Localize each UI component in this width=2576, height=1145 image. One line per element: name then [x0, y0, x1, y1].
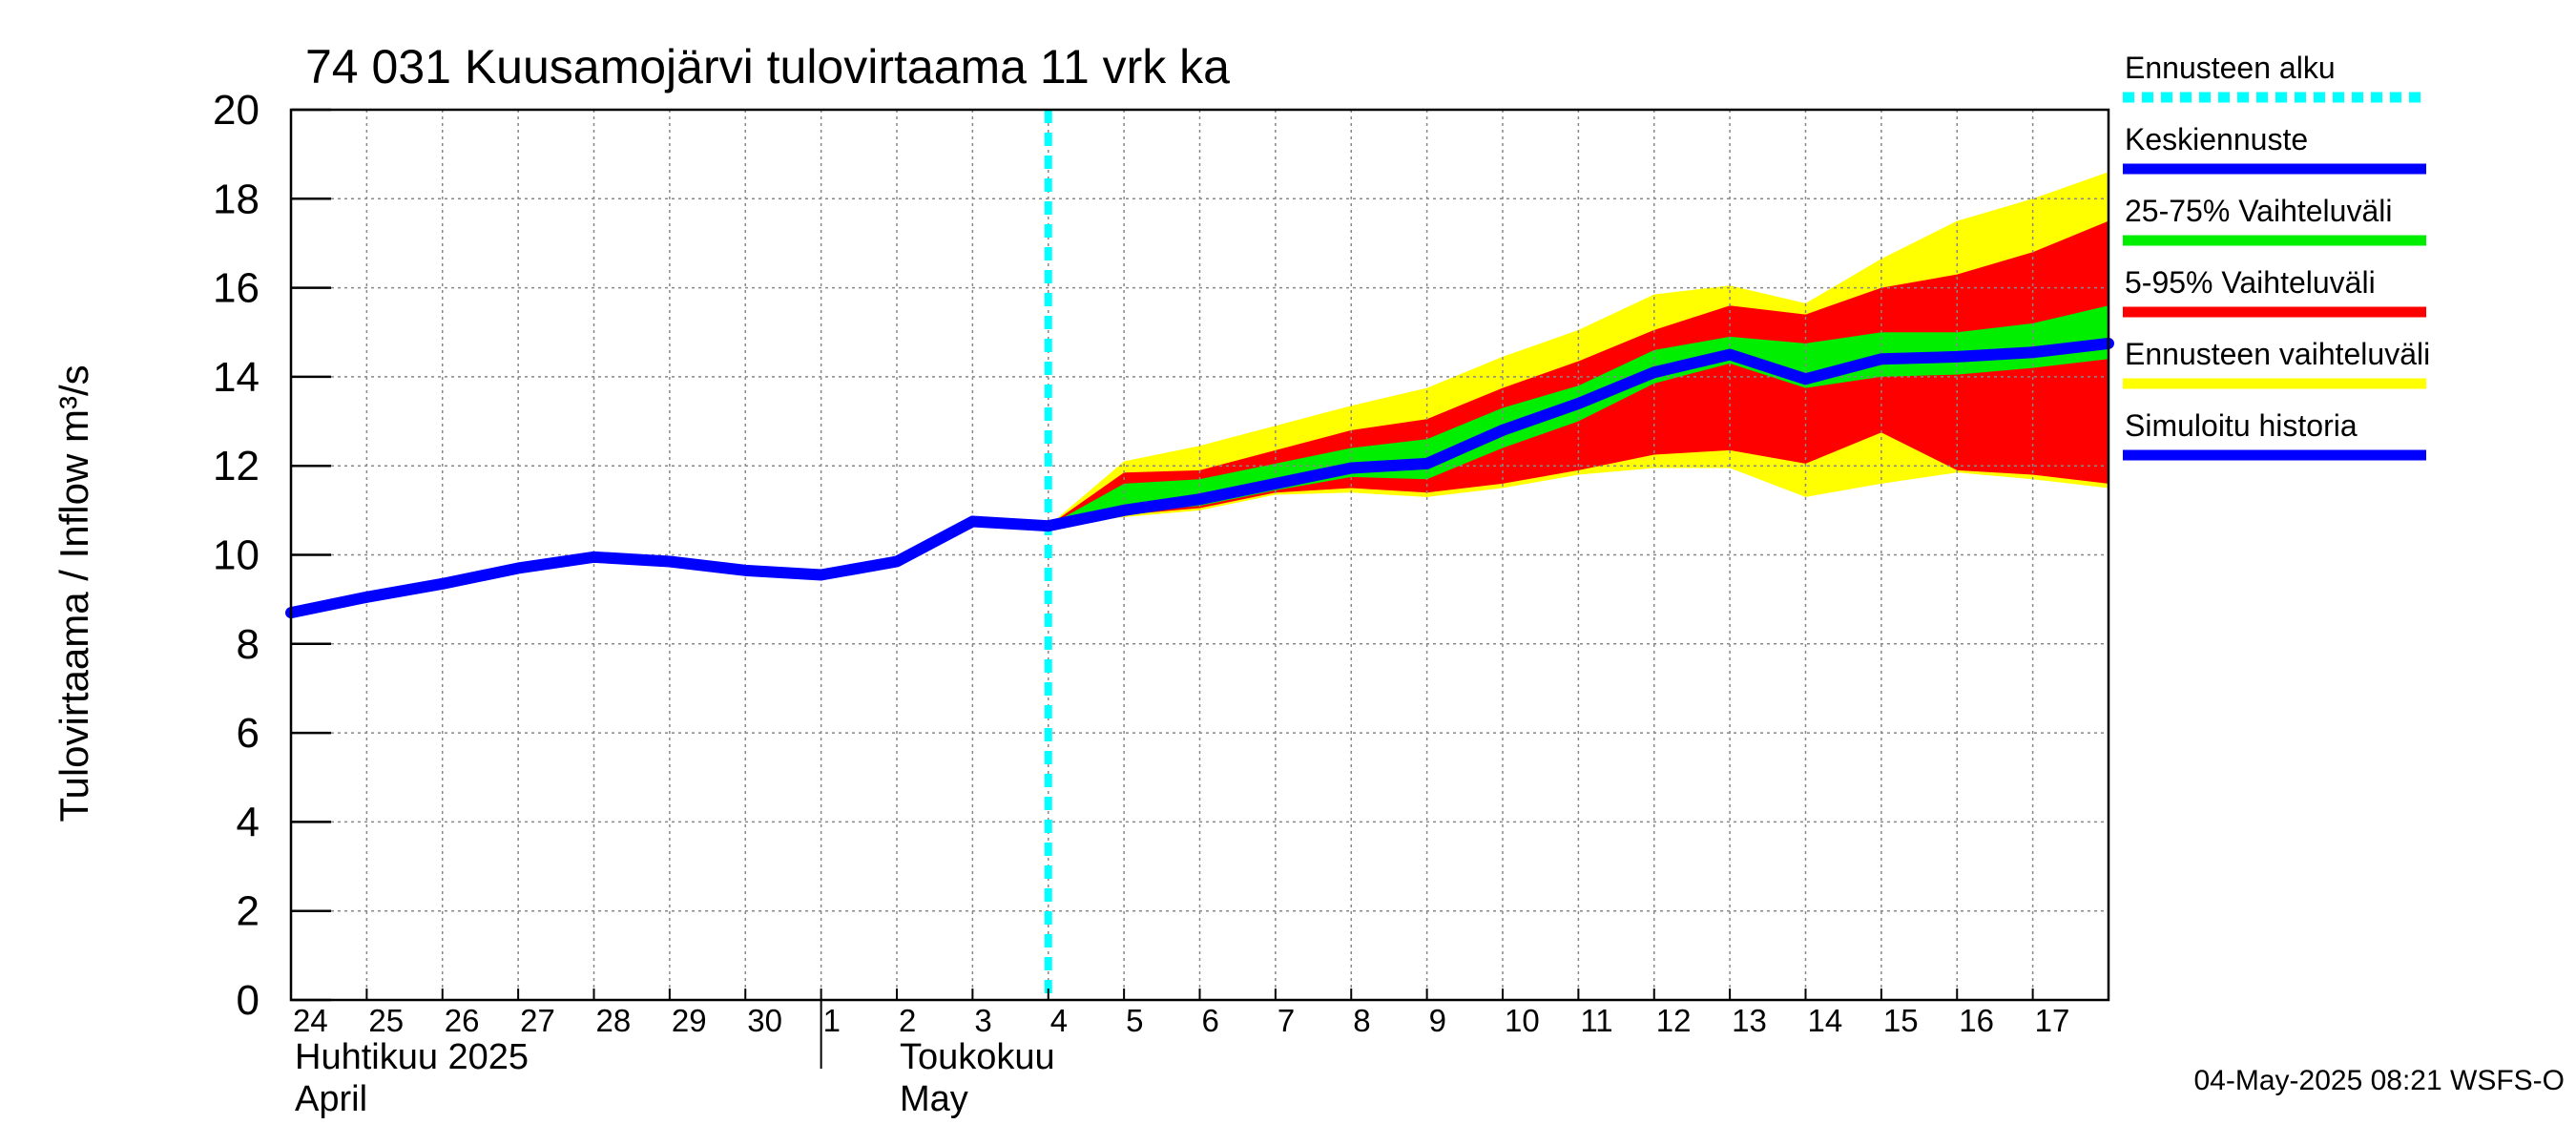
chart-title: 74 031 Kuusamojärvi tulovirtaama 11 vrk … — [305, 40, 1230, 94]
x-tick-label: 29 — [672, 1003, 707, 1038]
x-tick-label: 15 — [1883, 1003, 1919, 1038]
y-tick-label: 12 — [213, 443, 260, 489]
median-forecast-line — [1042, 337, 2114, 532]
legend-label: 25-75% Vaihteluväli — [2125, 194, 2392, 228]
legend: Ennusteen alku Keskiennuste 25-75% Vaihtel… — [2123, 51, 2430, 461]
x-tick-label: 9 — [1429, 1003, 1446, 1038]
x-tick-label: 3 — [974, 1003, 991, 1038]
x-tick-label: 14 — [1808, 1003, 1843, 1038]
x-tick-label: 5 — [1126, 1003, 1143, 1038]
y-tick-label: 16 — [213, 265, 260, 312]
y-tick-label: 0 — [237, 977, 260, 1024]
band-5-95 — [1048, 220, 2109, 527]
y-axis-label: Tulovirtaama / Inflow m³/s — [52, 364, 96, 822]
x-tick-label: 8 — [1353, 1003, 1370, 1038]
month-label-secondary: May — [900, 1079, 968, 1119]
x-tick-label: 1 — [823, 1003, 841, 1038]
month-label-primary: Toukokuu — [900, 1037, 1055, 1077]
x-tick-label: 6 — [1202, 1003, 1219, 1038]
x-tick-label: 28 — [596, 1003, 632, 1038]
y-tick-label: 8 — [237, 621, 260, 668]
x-tick-label: 4 — [1050, 1003, 1068, 1038]
x-tick-label: 13 — [1732, 1003, 1767, 1038]
y-tick-label: 18 — [213, 176, 260, 222]
y-axis-ticks: 0 2 4 6 8 10 12 14 16 18 20 — [213, 87, 331, 1024]
x-tick-label: 2 — [899, 1003, 916, 1038]
legend-label: 5-95% Vaihteluväli — [2125, 265, 2376, 300]
y-tick-label: 4 — [237, 799, 260, 845]
x-tick-label: 12 — [1656, 1003, 1692, 1038]
x-axis-ticks: 24 25 26 27 28 29 30 1 2 3 4 5 6 7 8 9 10 11 12 13 14 15 16 17 — [293, 989, 2069, 1038]
x-tick-label: 10 — [1505, 1003, 1540, 1038]
y-tick-label: 10 — [213, 532, 260, 579]
x-tick-label: 16 — [1959, 1003, 1994, 1038]
legend-label: Ennusteen alku — [2125, 51, 2336, 85]
series-lines — [285, 110, 2114, 1000]
x-tick-label: 7 — [1278, 1003, 1295, 1038]
footer-timestamp: 04-May-2025 08:21 WSFS-O — [2194, 1065, 2566, 1096]
y-tick-label: 2 — [237, 888, 260, 935]
x-tick-label: 17 — [2035, 1003, 2070, 1038]
x-tick-label: 11 — [1580, 1003, 1612, 1038]
grid-lines — [291, 110, 2109, 1000]
month-label-primary: Huhtikuu 2025 — [295, 1037, 529, 1077]
legend-label: Ennusteen vaihteluväli — [2125, 337, 2430, 371]
month-label-secondary: April — [295, 1079, 367, 1119]
simulated-history-line — [285, 515, 1054, 619]
y-tick-label: 6 — [237, 710, 260, 757]
x-tick-label: 26 — [445, 1003, 480, 1038]
x-tick-label: 25 — [368, 1003, 404, 1038]
x-tick-label: 24 — [293, 1003, 328, 1038]
y-tick-label: 14 — [213, 354, 260, 401]
x-tick-label: 27 — [520, 1003, 555, 1038]
legend-label: Simuloitu historia — [2125, 408, 2358, 443]
y-tick-label: 20 — [213, 87, 260, 134]
legend-label: Keskiennuste — [2125, 122, 2308, 156]
x-tick-label: 30 — [747, 1003, 782, 1038]
